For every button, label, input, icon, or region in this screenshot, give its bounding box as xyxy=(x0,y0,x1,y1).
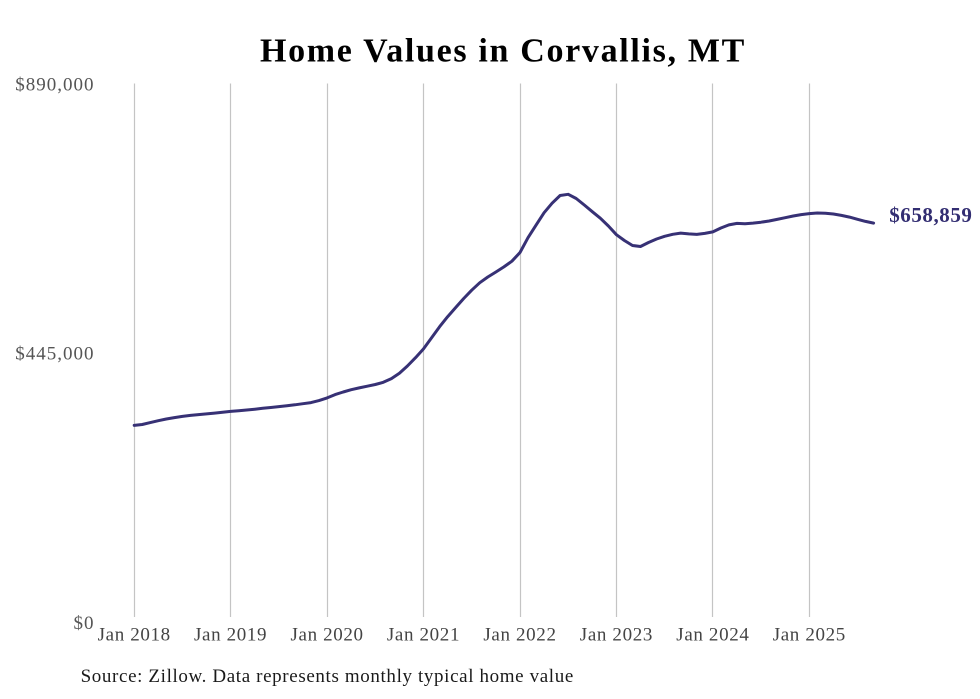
svg-text:$445,000: $445,000 xyxy=(15,344,94,365)
svg-text:$658,859: $658,859 xyxy=(889,203,972,227)
svg-text:Jan 2020: Jan 2020 xyxy=(290,624,363,645)
svg-text:Home Values in Corvallis, MT: Home Values in Corvallis, MT xyxy=(260,33,746,70)
svg-text:Jan 2022: Jan 2022 xyxy=(483,624,556,645)
svg-text:Jan 2021: Jan 2021 xyxy=(387,624,460,645)
svg-text:$0: $0 xyxy=(74,613,95,634)
svg-text:Source: Zillow. Data represent: Source: Zillow. Data represents monthly … xyxy=(81,666,574,687)
svg-text:Jan 2024: Jan 2024 xyxy=(676,624,749,645)
svg-text:Jan 2018: Jan 2018 xyxy=(98,624,171,645)
svg-text:Jan 2023: Jan 2023 xyxy=(580,624,653,645)
svg-text:$890,000: $890,000 xyxy=(15,74,94,95)
svg-text:Jan 2019: Jan 2019 xyxy=(194,624,267,645)
svg-text:Jan 2025: Jan 2025 xyxy=(773,624,846,645)
